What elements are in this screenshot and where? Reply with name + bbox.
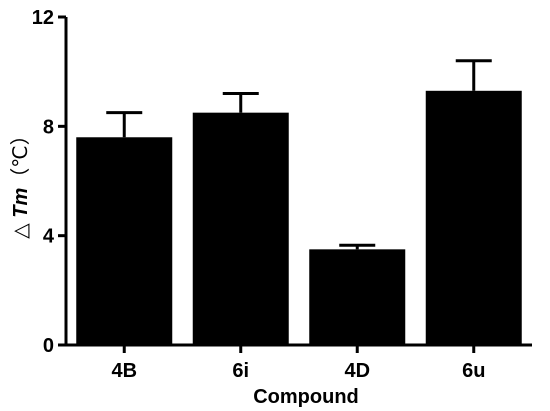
x-tick-label-6u: 6u — [462, 360, 485, 382]
x-tick-label-4B: 4B — [111, 360, 137, 382]
bar-4D — [309, 249, 406, 345]
bar-6i — [192, 112, 289, 346]
x-tick-label-4D: 4D — [344, 360, 370, 382]
bar-6u — [425, 90, 522, 345]
error-bar-6u — [455, 59, 492, 91]
bars-layer — [76, 90, 522, 346]
y-axis-ticks: 0 4 8 12 — [32, 7, 66, 357]
y-tick-label: 4 — [43, 226, 55, 248]
error-bar-6i — [222, 92, 259, 113]
x-axis-title: Compound — [253, 386, 359, 408]
error-bar-4B — [106, 111, 143, 138]
y-axis-title-unit: （℃） — [9, 125, 32, 187]
x-axis-ticks: 4B 6i 4D 6u — [111, 345, 485, 382]
error-bar-4D — [339, 243, 376, 250]
y-tick-label: 12 — [32, 7, 54, 29]
y-axis-title-prefix: △ — [10, 218, 32, 239]
y-axis-title-variable: Tm — [10, 188, 32, 218]
y-tick-label: 0 — [43, 335, 54, 357]
y-axis-title: △ Tm（℃） — [9, 125, 32, 238]
bar-4B — [76, 137, 173, 345]
x-tick-label-6i: 6i — [232, 360, 249, 382]
error-bars-layer — [106, 59, 492, 250]
y-tick-label: 8 — [43, 116, 54, 138]
